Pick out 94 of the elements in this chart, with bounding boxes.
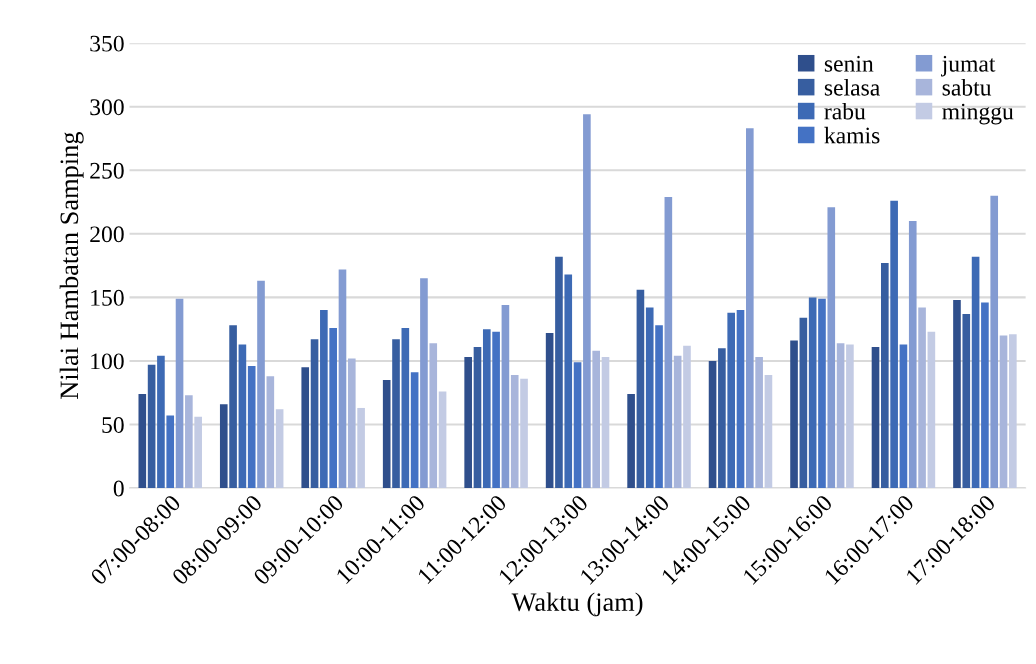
y-tick-label: 300 xyxy=(90,99,124,116)
bar xyxy=(736,310,745,489)
bar xyxy=(890,200,898,489)
legend-label: senin xyxy=(824,55,874,72)
y-tick-label: 250 xyxy=(90,162,124,179)
bar xyxy=(573,362,582,489)
bar xyxy=(257,280,265,489)
bar xyxy=(401,327,410,489)
bar xyxy=(310,339,319,489)
bar xyxy=(627,393,635,489)
bar xyxy=(827,207,836,489)
y-tick-label: 350 xyxy=(90,35,124,52)
bar xyxy=(899,344,908,489)
bar xyxy=(347,358,356,489)
y-tick-label: 50 xyxy=(102,416,124,433)
bar xyxy=(545,332,554,489)
bar xyxy=(718,348,726,489)
y-tick-label: 0 xyxy=(113,480,124,497)
y-tick-label: 150 xyxy=(91,289,124,306)
bar xyxy=(510,374,519,489)
bar xyxy=(185,395,193,489)
bar xyxy=(601,357,610,489)
bar xyxy=(645,307,654,489)
bar xyxy=(338,269,347,489)
bar xyxy=(238,344,247,489)
bar xyxy=(175,298,184,489)
bar xyxy=(501,305,510,489)
y-axis-title: Nilai Hambatan Samping xyxy=(59,131,84,399)
bar xyxy=(871,346,880,489)
bar xyxy=(1009,334,1017,489)
bar xyxy=(147,364,156,489)
bar xyxy=(555,256,563,489)
bar xyxy=(908,221,917,489)
bar xyxy=(275,409,284,489)
bar xyxy=(971,256,980,489)
bar xyxy=(438,391,447,489)
bar xyxy=(219,404,228,489)
bar xyxy=(981,302,989,489)
bar xyxy=(320,310,328,489)
bar xyxy=(482,329,491,489)
bar xyxy=(229,325,237,489)
bar xyxy=(592,350,601,489)
bar xyxy=(138,393,147,489)
legend-label: kamis xyxy=(824,126,880,144)
y-tick-label: 100 xyxy=(91,353,124,370)
bar xyxy=(420,278,428,489)
bar xyxy=(683,345,691,489)
bar xyxy=(836,343,845,489)
bar xyxy=(473,346,482,489)
bar xyxy=(392,339,400,489)
bar xyxy=(962,313,971,489)
bar xyxy=(808,297,817,489)
bar xyxy=(990,195,999,489)
x-axis-title: Waktu (jam) xyxy=(511,592,643,617)
bar xyxy=(764,374,773,489)
bar xyxy=(708,360,717,489)
bar xyxy=(266,376,275,489)
bar xyxy=(157,355,165,489)
bar xyxy=(410,372,419,489)
bar xyxy=(636,289,645,489)
bar xyxy=(655,325,663,489)
bar xyxy=(583,114,591,489)
y-tick-label: 200 xyxy=(90,226,124,243)
bar xyxy=(953,299,961,489)
bar xyxy=(520,378,528,489)
bar xyxy=(799,317,808,489)
bar xyxy=(564,274,573,489)
bar xyxy=(194,416,202,489)
bar xyxy=(329,327,337,489)
bar xyxy=(429,343,438,489)
bar xyxy=(357,407,365,489)
bar xyxy=(746,128,754,489)
legend-label: minggu xyxy=(942,103,1014,125)
bar xyxy=(464,357,472,489)
bar xyxy=(755,357,763,489)
bar xyxy=(999,335,1008,489)
bar xyxy=(927,331,936,489)
bar xyxy=(166,415,175,489)
bar xyxy=(727,312,736,489)
bar xyxy=(881,263,889,489)
bar xyxy=(818,298,826,489)
bar xyxy=(664,196,673,489)
bar xyxy=(673,355,682,489)
bar xyxy=(492,331,500,489)
legend-label: rabu xyxy=(824,102,866,120)
bar xyxy=(247,366,256,489)
bar xyxy=(301,367,310,489)
legend-label: sabtu xyxy=(942,79,992,96)
legend-label: selasa xyxy=(824,79,880,96)
bar xyxy=(382,380,391,489)
bar xyxy=(846,344,854,489)
legend-label: jumat xyxy=(941,55,996,77)
bar xyxy=(790,340,798,489)
bar xyxy=(918,307,926,489)
